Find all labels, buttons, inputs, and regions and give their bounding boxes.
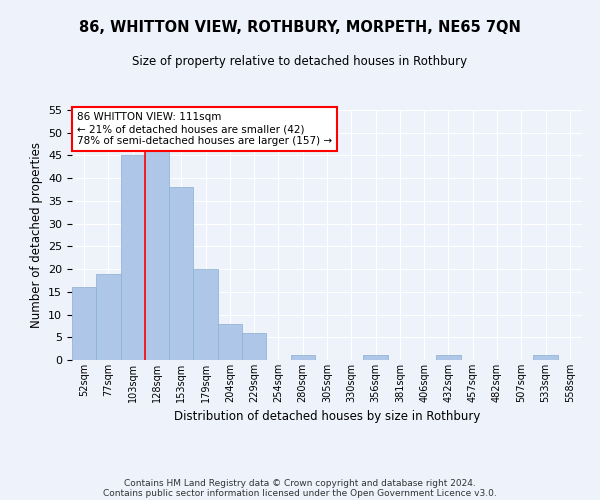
Bar bbox=[436, 356, 461, 360]
Text: Contains public sector information licensed under the Open Government Licence v3: Contains public sector information licen… bbox=[103, 488, 497, 498]
Text: Contains HM Land Registry data © Crown copyright and database right 2024.: Contains HM Land Registry data © Crown c… bbox=[124, 478, 476, 488]
X-axis label: Distribution of detached houses by size in Rothbury: Distribution of detached houses by size … bbox=[174, 410, 480, 424]
Y-axis label: Number of detached properties: Number of detached properties bbox=[29, 142, 43, 328]
Text: Size of property relative to detached houses in Rothbury: Size of property relative to detached ho… bbox=[133, 55, 467, 68]
Text: 86, WHITTON VIEW, ROTHBURY, MORPETH, NE65 7QN: 86, WHITTON VIEW, ROTHBURY, MORPETH, NE6… bbox=[79, 20, 521, 35]
Bar bbox=[169, 188, 193, 360]
Bar bbox=[290, 356, 315, 360]
Bar bbox=[193, 269, 218, 360]
Bar bbox=[364, 356, 388, 360]
Bar bbox=[218, 324, 242, 360]
Text: 86 WHITTON VIEW: 111sqm
← 21% of detached houses are smaller (42)
78% of semi-de: 86 WHITTON VIEW: 111sqm ← 21% of detache… bbox=[77, 112, 332, 146]
Bar bbox=[96, 274, 121, 360]
Bar bbox=[145, 151, 169, 360]
Bar bbox=[533, 356, 558, 360]
Bar bbox=[72, 288, 96, 360]
Bar bbox=[242, 332, 266, 360]
Bar bbox=[121, 156, 145, 360]
